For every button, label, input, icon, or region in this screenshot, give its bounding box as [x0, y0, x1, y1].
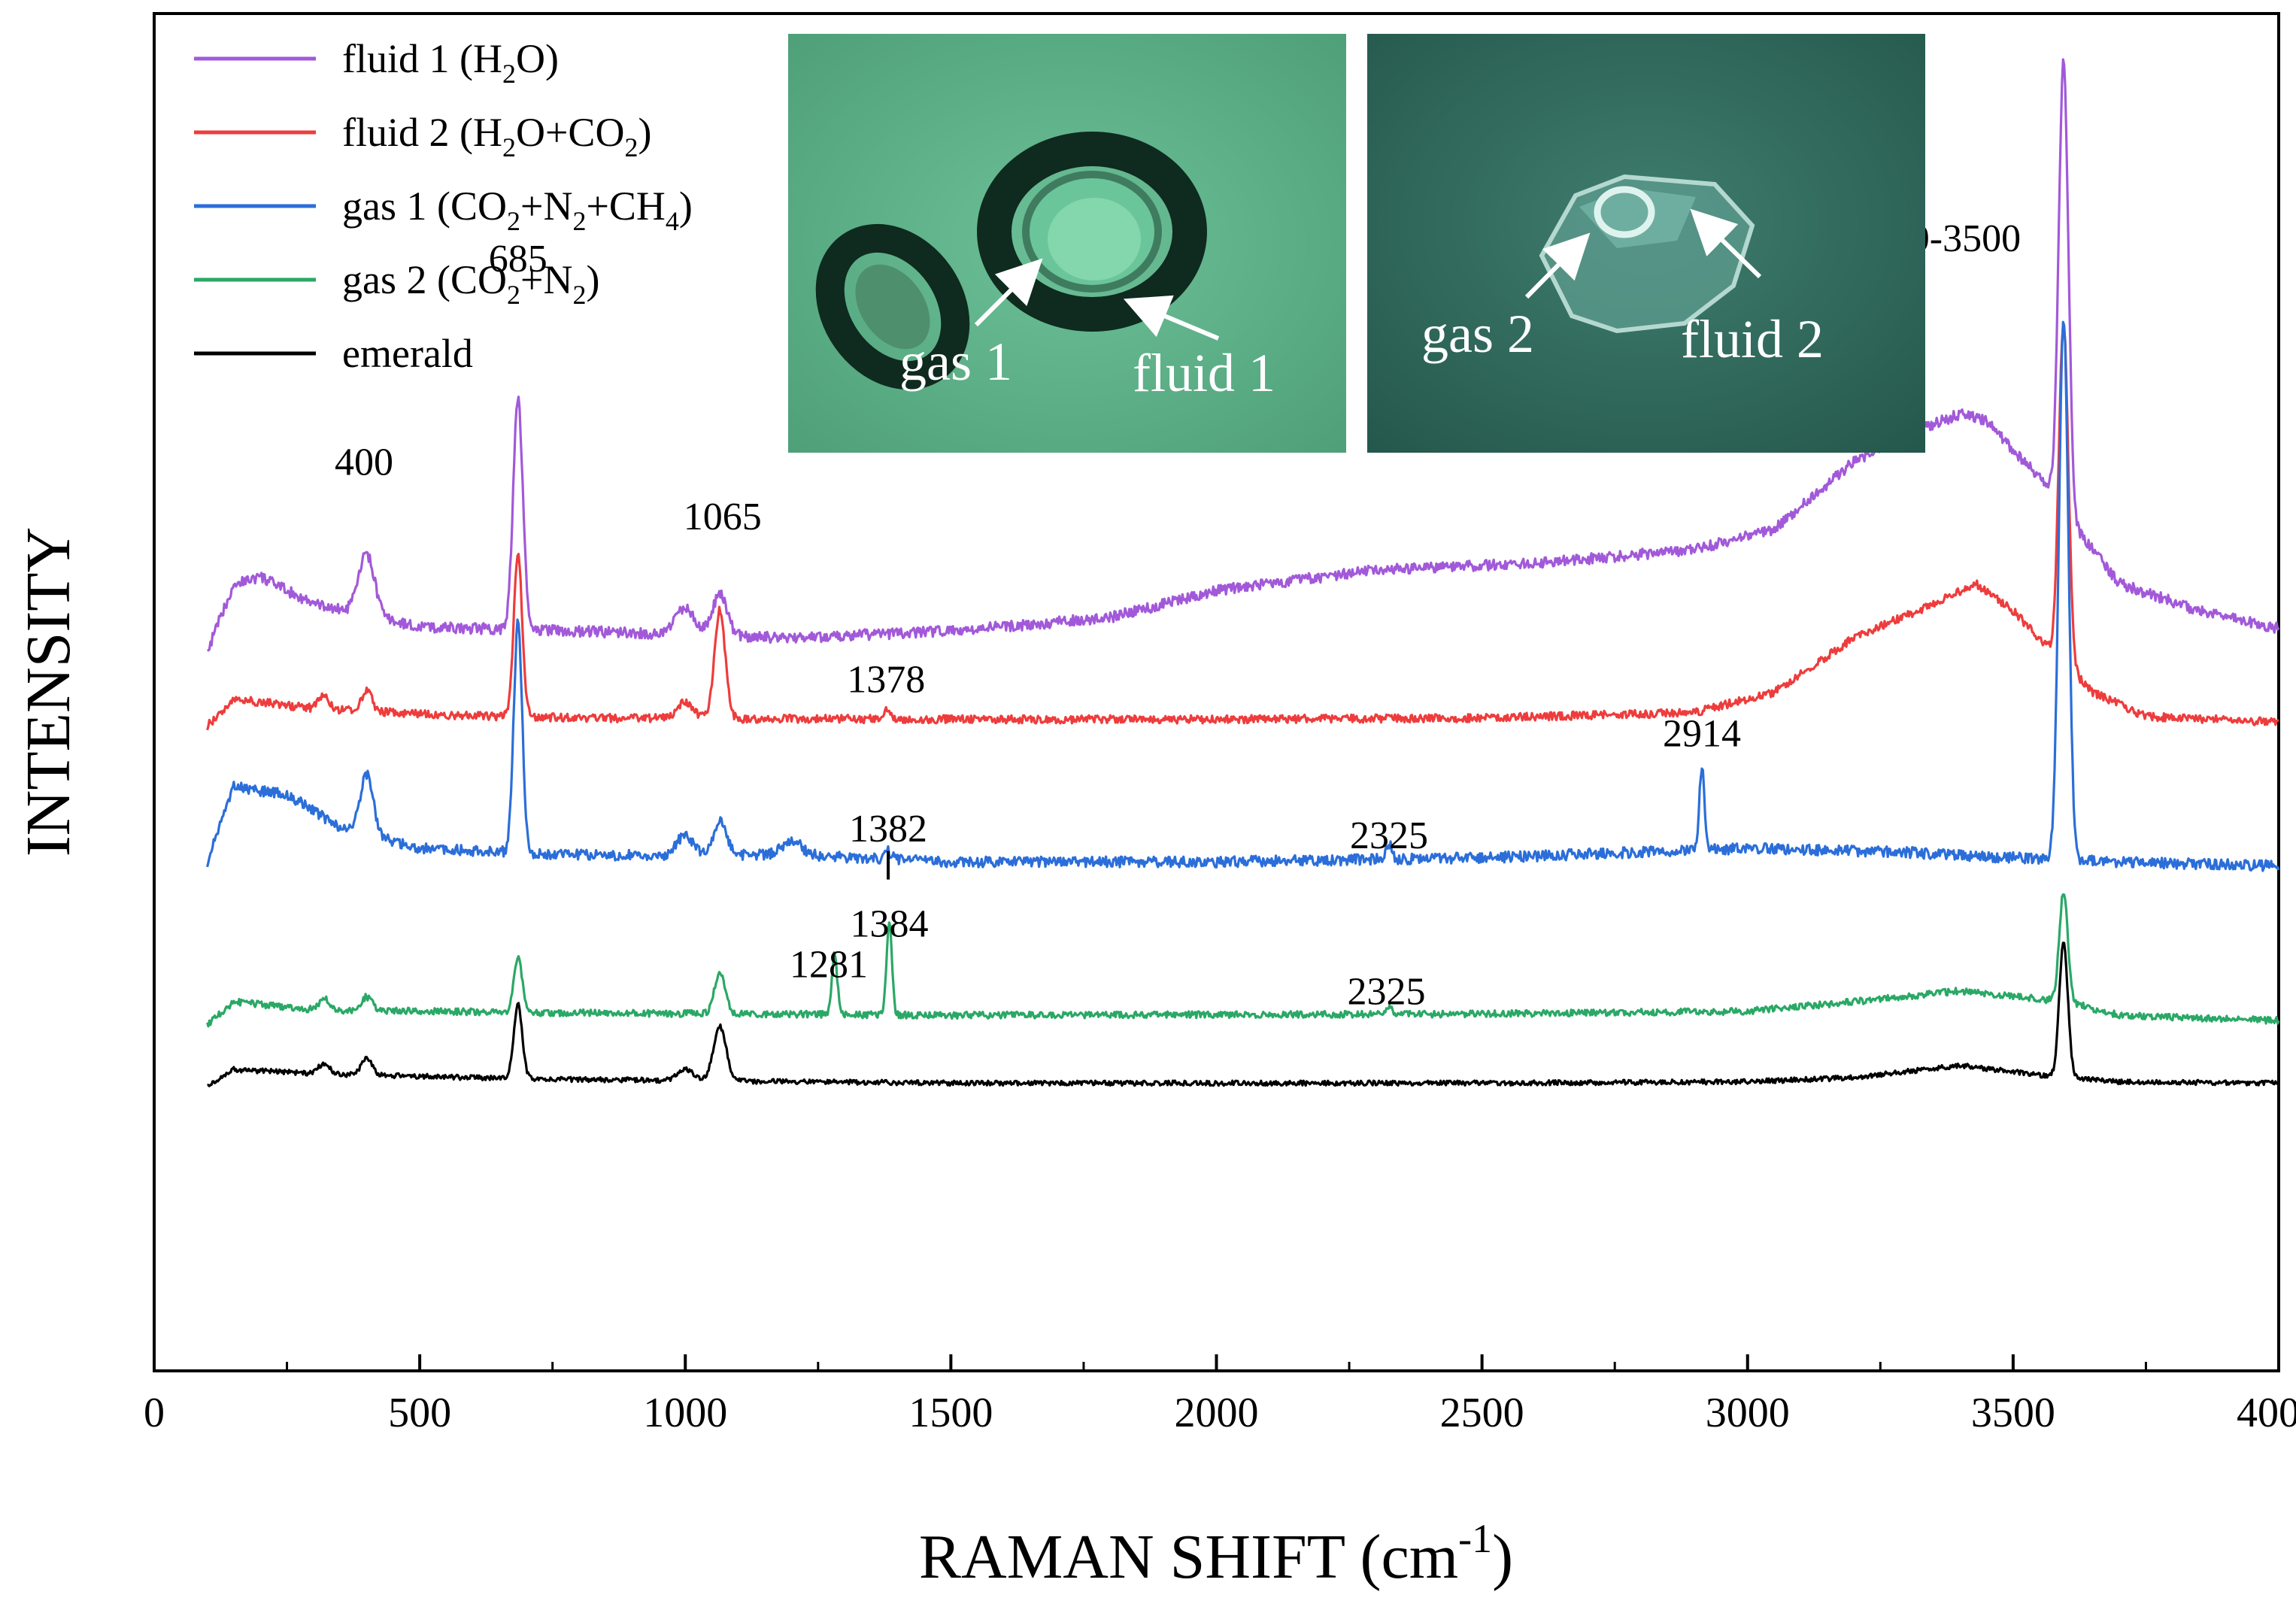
legend-label-text: +N	[520, 183, 572, 229]
inset-photo-left: gas 1 fluid 1	[788, 34, 1346, 453]
arrow-icon	[1690, 208, 1762, 279]
x-tick-label: 1000	[643, 1390, 727, 1436]
spectra-lines	[206, 58, 2280, 1087]
legend-label-fluid1: fluid 1 (H2O)	[342, 36, 559, 89]
x-axis: 0 500 1000 1500 2000 2500 3000 3500 4000	[144, 1354, 2296, 1436]
arrow-icon	[974, 258, 1043, 327]
legend-subscript: 2	[507, 206, 520, 236]
legend-label-text: +N	[520, 257, 572, 302]
x-tick-label: 2500	[1440, 1390, 1524, 1436]
x-tick-label: 3000	[1706, 1390, 1790, 1436]
legend-label-text: O)	[516, 36, 559, 81]
legend-label-text: )	[586, 257, 599, 302]
x-tick-label: 1500	[908, 1390, 993, 1436]
x-axis-title: RAMAN SHIFT (cm-1)	[919, 1516, 1513, 1592]
x-axis-title-close: )	[1492, 1522, 1513, 1592]
legend-label-gas1: gas 1 (CO2+N2+CH4)	[342, 183, 693, 236]
legend-subscript: 4	[666, 206, 679, 236]
legend-subscript: 2	[502, 59, 516, 89]
series-line-gas2	[206, 893, 2280, 1028]
legend-label-text: gas 1 (CO	[342, 183, 507, 229]
peak-label: 2325	[1350, 814, 1428, 857]
bubble-shape	[815, 223, 970, 390]
legend-label-text: fluid 1 (H	[342, 36, 502, 81]
legend-label-text: )	[679, 183, 693, 229]
arrow-icon	[1524, 232, 1591, 299]
x-axis-title-exponent: -1	[1458, 1516, 1492, 1561]
x-tick-label: 0	[144, 1390, 165, 1436]
photo-label-fluid-2: fluid 2	[1681, 309, 1824, 369]
photo-label-gas-2: gas 2	[1421, 304, 1534, 364]
legend-subscript: 2	[572, 206, 586, 236]
arrow-icon	[1123, 295, 1220, 341]
peak-annotations: 4006851065137813821384128123252325291432…	[335, 217, 2021, 1014]
legend-label-text: +CH	[586, 183, 665, 229]
x-axis-title-text: RAMAN SHIFT (cm	[919, 1522, 1458, 1592]
legend-subscript: 2	[502, 132, 516, 162]
legend-label-text: gas 2 (CO	[342, 257, 507, 302]
x-tick-label: 500	[388, 1390, 451, 1436]
x-tick-label: 3500	[1971, 1390, 2055, 1436]
peak-label: 1384	[850, 902, 928, 945]
series-line-gas1	[206, 320, 2280, 872]
peak-label: 1378	[847, 659, 925, 702]
legend-label-fluid2: fluid 2 (H2O+CO2)	[342, 110, 651, 162]
legend-label-text: fluid 2 (H	[342, 110, 502, 155]
peak-label: 400	[335, 441, 393, 484]
legend-subscript: 2	[624, 132, 638, 162]
inset-photo-right: gas 2 fluid 2	[1367, 34, 1925, 453]
peak-label: 2325	[1348, 971, 1426, 1014]
legend-label-text: )	[638, 110, 651, 155]
legend-label-text: O+CO	[516, 110, 624, 155]
bubble-shape	[977, 132, 1207, 332]
legend-subscript: 2	[572, 280, 586, 310]
series-line-emerald	[207, 941, 2280, 1087]
peak-label: 1382	[849, 808, 927, 850]
peak-label: 1281	[790, 944, 868, 987]
legend-label-gas2: gas 2 (CO2+N2)	[342, 257, 599, 310]
x-tick-label: 2000	[1175, 1390, 1259, 1436]
legend-label-text: emerald	[342, 331, 473, 376]
peak-label: 2914	[1663, 713, 1741, 756]
legend: fluid 1 (H2O)fluid 2 (H2O+CO2)gas 1 (CO2…	[194, 36, 693, 376]
series-line-fluid1	[207, 58, 2280, 652]
x-tick-label: 4000	[2237, 1390, 2296, 1436]
legend-label-emerald: emerald	[342, 331, 473, 376]
peak-label: 685	[489, 238, 547, 280]
y-axis-title: INTENSITY	[14, 527, 83, 857]
legend-subscript: 2	[507, 280, 520, 310]
photo-label-fluid-1: fluid 1	[1133, 343, 1275, 403]
peak-label: 1065	[684, 496, 762, 538]
series-line-fluid2	[206, 324, 2279, 731]
photo-label-gas-1: gas 1	[899, 332, 1012, 392]
